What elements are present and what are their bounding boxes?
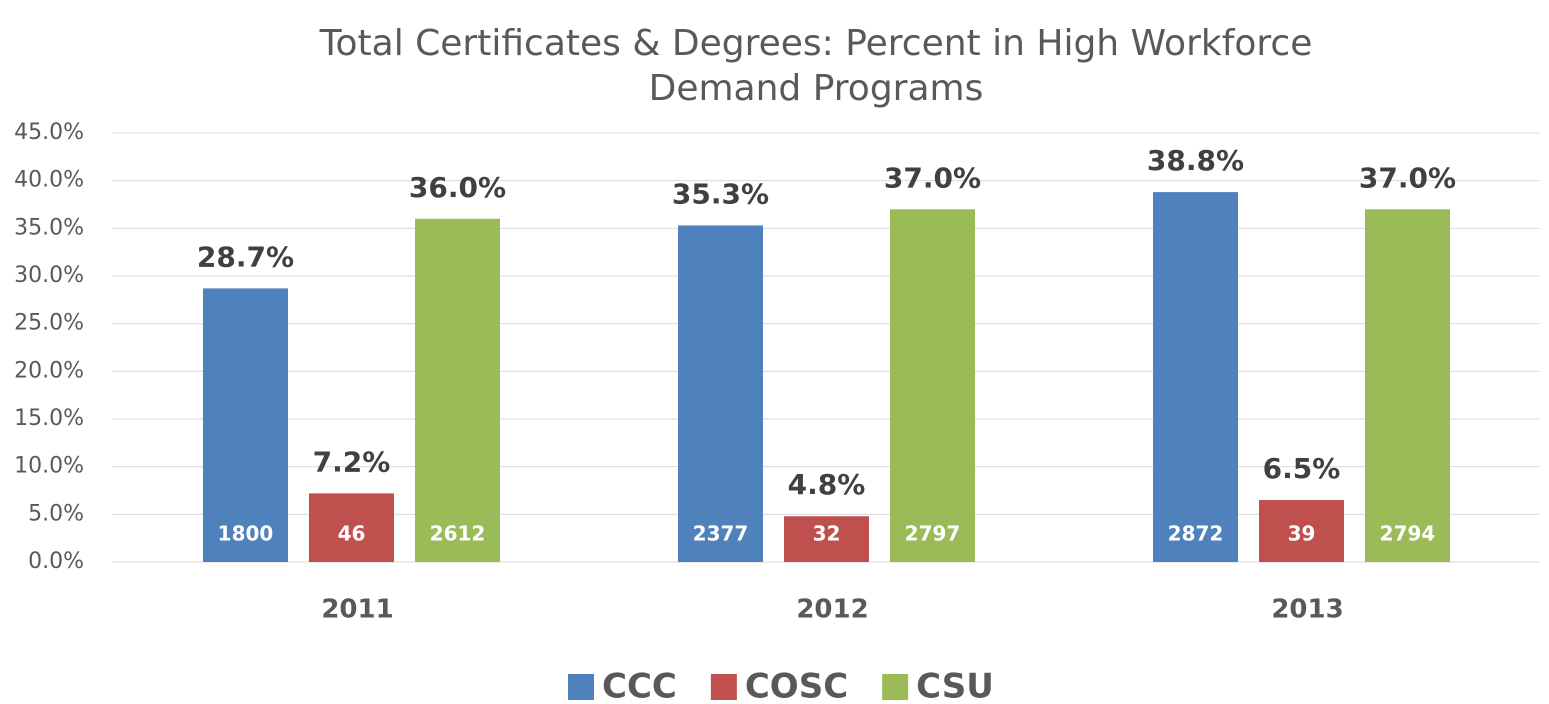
bar — [1259, 500, 1344, 562]
y-tick-label: 10.0% — [14, 454, 84, 479]
y-tick-label: 0.0% — [28, 549, 84, 574]
bar — [203, 288, 288, 562]
bar — [1365, 209, 1450, 562]
data-label: 38.8% — [1147, 144, 1244, 177]
data-label: 7.2% — [313, 445, 391, 478]
count-label: 2797 — [905, 522, 961, 546]
y-tick-label: 25.0% — [14, 311, 84, 336]
count-label: 1800 — [218, 522, 274, 546]
legend-swatch — [568, 674, 594, 700]
bar — [1153, 192, 1238, 562]
legend-label: CSU — [916, 667, 994, 704]
y-tick-label: 40.0% — [14, 168, 84, 193]
y-tick-label: 5.0% — [28, 501, 84, 526]
bar — [890, 209, 975, 562]
y-tick-label: 30.0% — [14, 263, 84, 288]
x-tick-label: 2011 — [321, 595, 393, 625]
data-label: 36.0% — [409, 171, 506, 204]
count-label: 2612 — [430, 522, 486, 546]
y-tick-label: 45.0% — [14, 120, 84, 145]
chart-title: Total Certificates & Degrees: Percent in… — [319, 23, 1313, 64]
count-label: 2794 — [1380, 522, 1436, 546]
data-label: 35.3% — [672, 177, 769, 210]
legend-label: CCC — [602, 667, 677, 704]
data-label: 4.8% — [788, 468, 866, 501]
count-label: 46 — [338, 522, 366, 546]
y-tick-label: 20.0% — [14, 358, 84, 383]
legend-swatch — [882, 674, 909, 700]
count-label: 32 — [813, 522, 841, 546]
bar — [415, 218, 500, 563]
data-label: 28.7% — [197, 240, 294, 273]
legend-swatch — [710, 674, 737, 700]
bar — [678, 225, 763, 562]
data-label: 37.0% — [884, 161, 981, 194]
count-label: 39 — [1288, 522, 1316, 546]
bar — [784, 516, 869, 562]
x-tick-label: 2012 — [796, 595, 868, 625]
data-label: 6.5% — [1263, 452, 1341, 485]
y-tick-label: 35.0% — [14, 215, 84, 240]
y-tick-label: 15.0% — [14, 406, 84, 431]
bar — [309, 493, 394, 562]
count-label: 2377 — [693, 522, 749, 546]
data-label: 37.0% — [1359, 161, 1456, 194]
chart-title: Demand Programs — [649, 68, 984, 109]
x-tick-label: 2013 — [1271, 595, 1343, 625]
legend-label: COSC — [745, 667, 848, 704]
count-label: 2872 — [1168, 522, 1224, 546]
